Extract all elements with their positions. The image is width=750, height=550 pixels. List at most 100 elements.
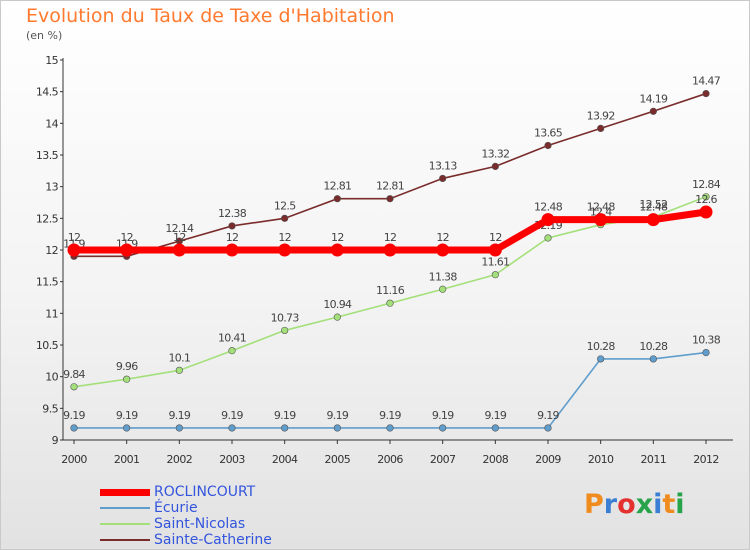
- data-point: [702, 193, 710, 201]
- data-point: [646, 213, 660, 227]
- data-point: [439, 424, 447, 432]
- legend-item: Écurie: [100, 500, 272, 516]
- data-point: [491, 162, 499, 170]
- y-tick-label: 11.5: [36, 276, 59, 289]
- data-point: [702, 89, 710, 98]
- legend-swatch: [100, 507, 150, 509]
- logo-letter: P: [584, 489, 604, 520]
- data-label: 10.94: [323, 298, 352, 311]
- data-label: 12.81: [376, 180, 404, 193]
- data-label: 9.19: [432, 409, 454, 422]
- data-label: 12: [489, 231, 502, 244]
- data-point: [702, 349, 710, 357]
- chart-subtitle: (en %): [26, 29, 63, 42]
- data-point: [699, 205, 713, 219]
- data-label: 10.28: [639, 340, 668, 353]
- data-label: 12.4: [590, 206, 612, 219]
- data-point: [594, 213, 608, 227]
- data-point: [544, 234, 552, 242]
- x-tick-label: 2003: [219, 453, 245, 466]
- data-label: 12.84: [692, 178, 721, 191]
- data-label: 13.92: [587, 109, 615, 122]
- data-label: 12: [68, 231, 81, 244]
- data-point: [225, 243, 239, 257]
- data-point: [123, 375, 131, 383]
- data-label: 12.48: [639, 201, 668, 214]
- data-label: 9.84: [63, 368, 85, 381]
- data-label: 12: [226, 231, 239, 244]
- data-label: 12.48: [587, 201, 616, 214]
- data-point: [70, 424, 78, 432]
- data-point: [175, 366, 183, 374]
- data-point: [488, 243, 502, 257]
- data-label: 12: [384, 231, 397, 244]
- data-label: 9.19: [484, 409, 506, 422]
- data-point: [67, 243, 81, 257]
- y-tick-label: 14: [45, 117, 58, 130]
- data-point: [330, 243, 344, 257]
- data-point: [278, 243, 292, 257]
- y-tick-label: 9.5: [42, 402, 58, 415]
- data-label: 12.6: [695, 193, 717, 206]
- legend-label: ROCLINCOURT: [154, 484, 256, 500]
- data-label: 12: [278, 231, 291, 244]
- logo-letter: o: [617, 489, 636, 520]
- y-tick-label: 10.5: [36, 339, 59, 352]
- legend-label: Écurie: [154, 500, 198, 516]
- x-tick-label: 2000: [61, 453, 87, 466]
- data-point: [491, 271, 499, 279]
- data-label: 10.1: [168, 351, 190, 364]
- data-point: [386, 424, 394, 432]
- data-point: [172, 243, 186, 257]
- data-label: 12.52: [639, 198, 667, 211]
- data-label: 9.19: [168, 409, 190, 422]
- data-point: [649, 107, 657, 115]
- y-tick-label: 11: [45, 307, 58, 320]
- data-label: 9.19: [379, 409, 401, 422]
- y-tick-label: 13.5: [36, 149, 59, 162]
- data-point: [386, 195, 394, 203]
- data-label: 10.73: [271, 311, 300, 324]
- y-tick-label: 15: [45, 54, 58, 67]
- data-label: 12.81: [323, 180, 351, 193]
- data-label: 10.28: [587, 340, 616, 353]
- x-tick-label: 2005: [325, 453, 351, 466]
- data-point: [333, 424, 341, 432]
- data-point: [123, 424, 131, 432]
- data-point: [491, 424, 499, 432]
- data-point: [228, 424, 236, 432]
- data-point: [333, 313, 341, 321]
- legend-item: ROCLINCOURT: [100, 484, 272, 500]
- data-label: 12.14: [165, 222, 194, 235]
- data-label: 9.19: [63, 409, 85, 422]
- logo-letter: r: [603, 489, 618, 520]
- x-tick-label: 2002: [167, 453, 193, 466]
- logo-letter: t: [662, 489, 676, 520]
- data-point: [281, 214, 289, 222]
- logo-letter: i: [653, 489, 663, 520]
- data-point: [70, 383, 78, 391]
- data-point: [175, 424, 183, 432]
- data-point: [597, 355, 605, 363]
- data-point: [541, 213, 555, 227]
- data-point: [383, 243, 397, 257]
- legend-label: Sainte-Catherine: [154, 532, 272, 548]
- data-point: [386, 299, 394, 307]
- data-label: 11.16: [376, 284, 405, 297]
- data-point: [120, 243, 134, 257]
- x-tick-label: 2006: [377, 453, 403, 466]
- data-label: 9.96: [116, 360, 138, 373]
- y-tick-label: 9: [52, 434, 59, 447]
- data-label: 14.47: [692, 75, 721, 88]
- x-tick-label: 2009: [535, 453, 561, 466]
- data-point: [281, 326, 289, 335]
- legend-swatch: [100, 488, 150, 496]
- data-label: 10.38: [692, 334, 721, 347]
- logo-letter: i: [675, 489, 685, 520]
- data-label: 9.19: [326, 409, 348, 422]
- proxiti-logo: Proxiti: [584, 489, 685, 520]
- data-label: 10.41: [218, 332, 246, 345]
- data-point: [544, 424, 552, 432]
- data-label: 14.19: [639, 92, 668, 105]
- chart-legend: ROCLINCOURT Écurie Saint-Nicolas Sainte-Cat…: [100, 484, 272, 548]
